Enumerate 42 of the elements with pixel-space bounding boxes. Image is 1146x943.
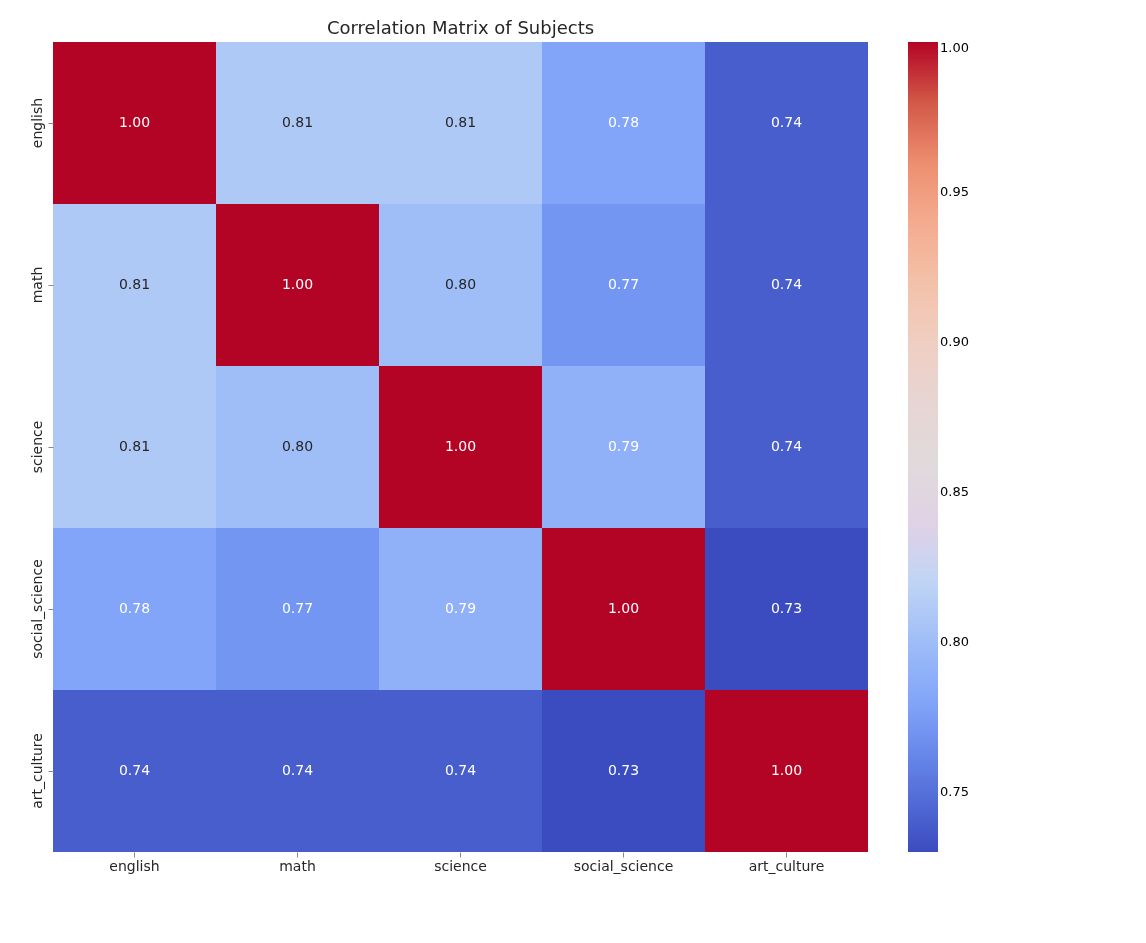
x-tick-label: english (109, 857, 160, 874)
data-label: 0.79 (444, 600, 477, 616)
data-label: 0.74 (118, 762, 151, 778)
x-tick-label: math (279, 857, 316, 874)
y-tick-label: social_science (28, 559, 45, 659)
data-label: 0.77 (607, 276, 640, 292)
chart-title: Correlation Matrix of Subjects (326, 17, 595, 38)
y-tick-label: science (28, 420, 45, 474)
x-tick-label: art_culture (748, 857, 825, 874)
data-label: 0.81 (118, 438, 151, 454)
data-label: 1.00 (444, 438, 477, 454)
data-label: 0.74 (770, 276, 803, 292)
data-label: 1.00 (118, 114, 151, 130)
data-label: 0.79 (607, 438, 640, 454)
color-bar-label: 1.00 (940, 40, 969, 55)
color-bar-label: 0.75 (940, 784, 969, 799)
data-label: 0.80 (444, 276, 477, 292)
data-label: 0.77 (281, 600, 314, 616)
y-tick-label: art_culture (28, 733, 45, 809)
x-tick-label: science (434, 857, 487, 874)
y-tick-label: math (28, 266, 45, 304)
data-label: 0.81 (118, 276, 151, 292)
color-bar-label: 0.95 (940, 184, 969, 199)
data-label: 0.78 (607, 114, 640, 130)
color-bar-label: 0.90 (940, 334, 969, 349)
data-label: 0.81 (281, 114, 314, 130)
color-bar-label: 0.85 (940, 484, 969, 499)
data-label: 0.74 (281, 762, 314, 778)
data-label: 1.00 (770, 762, 803, 778)
data-label: 0.81 (444, 114, 477, 130)
data-label: 0.73 (770, 600, 803, 616)
color-bar-label: 0.80 (940, 634, 969, 649)
y-tick-label: english (28, 97, 45, 149)
data-label: 0.74 (770, 438, 803, 454)
x-tick-label: social_science (573, 857, 674, 874)
data-label: 0.74 (770, 114, 803, 130)
data-label: 0.73 (607, 762, 640, 778)
data-label: 1.00 (607, 600, 640, 616)
data-label: 0.80 (281, 438, 314, 454)
data-label: 0.78 (118, 600, 151, 616)
data-label: 1.00 (281, 276, 314, 292)
data-label: 0.74 (444, 762, 477, 778)
